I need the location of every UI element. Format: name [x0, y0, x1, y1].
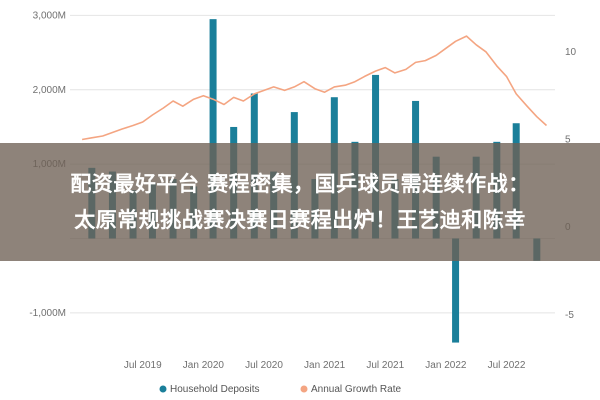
left-tick-label: -1,000M: [29, 308, 66, 319]
x-tick-label: Jul 2021: [366, 360, 404, 371]
x-tick-label: Jul 2020: [245, 360, 283, 371]
annual-growth-rate-line: [81, 35, 548, 141]
right-tick-label: -5: [565, 310, 574, 321]
x-tick-label: Jan 2022: [425, 360, 467, 371]
left-tick-label: 3,000M: [33, 10, 66, 21]
legend-label-annual-growth-rate: Annual Growth Rate: [311, 384, 401, 395]
legend-marker-annual-growth-rate: [300, 385, 308, 393]
right-tick-label: 10: [565, 47, 577, 58]
legend-marker-household-deposits: [159, 385, 167, 393]
x-tick-label: Jan 2020: [183, 360, 225, 371]
headline-line-2: 太原常规挑战赛决赛日赛程出炉！王艺迪和陈幸: [74, 208, 526, 232]
x-tick-label: Jul 2019: [124, 360, 162, 371]
headline-line-1: 配资最好平台 赛程密集，国乒球员需连续作战：: [70, 172, 530, 196]
right-tick-label: 5: [565, 135, 571, 146]
legend-label-household-deposits: Household Deposits: [170, 384, 260, 395]
x-axis: Jul 2019 Jan 2020 Jul 2020 Jan 2021 Jul 2021…: [124, 360, 526, 371]
x-tick-label: Jan 2021: [304, 360, 346, 371]
bar-household-deposits: [209, 19, 217, 239]
left-tick-label: 2,000M: [33, 85, 66, 96]
bar-household-deposits: [452, 238, 460, 343]
legend: Household Deposits Annual Growth Rate: [159, 384, 401, 395]
headline-banner: 配资最好平台 赛程密集，国乒球员需连续作战： 太原常规挑战赛决赛日赛程出炉！王艺…: [0, 143, 600, 261]
x-tick-label: Jul 2022: [488, 360, 526, 371]
